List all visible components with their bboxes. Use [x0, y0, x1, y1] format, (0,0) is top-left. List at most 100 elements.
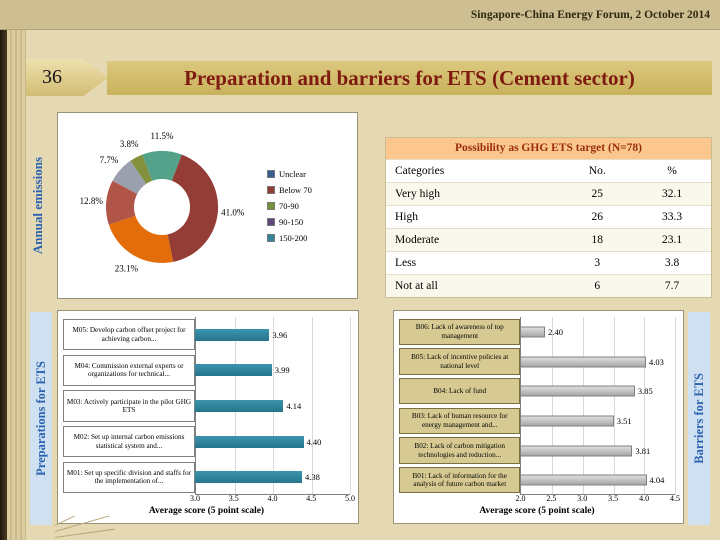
- bar: [195, 435, 304, 448]
- legend-label: 150-200: [279, 232, 308, 243]
- x-axis: 3.0 3.5 4.0 4.5 5.0: [63, 494, 355, 506]
- gridline: [552, 317, 554, 494]
- table-header-row: Categories No.%: [386, 159, 711, 182]
- bar-track: 3.81: [520, 436, 675, 466]
- bar-track: 4.40: [195, 424, 350, 460]
- table-row-cell: 6: [594, 280, 601, 292]
- preparations-strip: Preparations for ETS: [30, 312, 52, 525]
- table-row-cell: Less: [395, 257, 417, 269]
- legend-item: 90-150: [267, 217, 355, 227]
- legend-label: Unclear: [279, 168, 306, 179]
- bar-row: M01: Set up specific division and staffs…: [63, 459, 350, 495]
- table-row: Not at all 6 7.7: [386, 274, 711, 297]
- gridline: [644, 317, 646, 494]
- header-bar: Singapore-China Energy Forum, 2 October …: [0, 0, 720, 30]
- barriers-bar-chart: B06: Lack of awareness of top management…: [393, 310, 684, 524]
- table-row: Less 3 3.8: [386, 251, 711, 274]
- table-row-cell: 3.8: [664, 257, 680, 269]
- gridline: [582, 317, 584, 494]
- bar: [520, 385, 635, 397]
- donut-hole: [134, 179, 190, 235]
- emissions-donut-chart: 11.5% 41.0% 23.1% 12.8% 7.7%3.8%: [80, 131, 245, 273]
- table-header-row-cell: Categories: [395, 165, 445, 177]
- table-row-cell: 18: [591, 234, 604, 246]
- bar-row: B06: Lack of awareness of top management…: [399, 317, 675, 347]
- bar: [520, 445, 633, 457]
- gridline: [613, 317, 615, 494]
- bar-row: M04: Commission external experts or orga…: [63, 353, 350, 389]
- bar-value-label: 2.40: [548, 326, 564, 337]
- bar-category-label: B05: Lack of incentive policies at natio…: [399, 348, 521, 375]
- bar: [520, 474, 647, 486]
- x-axis-tick-label: 3.5: [608, 494, 619, 503]
- bar-value-label: 3.85: [637, 386, 653, 397]
- pie-slice-label: 41.0%: [221, 208, 245, 218]
- legend-item: Below 70: [267, 185, 355, 195]
- bar: [195, 328, 270, 341]
- bar: [520, 415, 614, 427]
- x-axis-tick-label: 4.0: [267, 494, 278, 503]
- preparations-bar-chart: M05: Develop carbon offset project for a…: [57, 310, 359, 524]
- bar-track: 2.40: [520, 317, 675, 347]
- table-row-cell: Not at all: [395, 280, 438, 292]
- table-row-cell: 32.1: [661, 188, 683, 200]
- bar-row: B01: Lack of information for the analysi…: [399, 465, 675, 495]
- gridline: [675, 317, 676, 494]
- bar-track: 3.96: [195, 317, 350, 353]
- pie-slice-label: 23.1%: [115, 263, 139, 273]
- header-text: Singapore-China Energy Forum, 2 October …: [470, 9, 710, 21]
- bar-category-label: M01: Set up specific division and staffs…: [63, 461, 196, 493]
- x-axis-tick-label: 4.5: [306, 494, 317, 503]
- pie-slice-label: 3.8%: [120, 139, 139, 149]
- legend-label: Below 70: [279, 184, 312, 195]
- x-axis-tick-label: 3.5: [228, 494, 239, 503]
- legend-swatch: [267, 201, 275, 210]
- table-row: Moderate 18 23.1: [386, 228, 711, 251]
- bar-row: B02: Lack of carbon mitigation technolog…: [399, 436, 675, 466]
- table-row: High 26 33.3: [386, 205, 711, 228]
- bar-category-label: M05: Develop carbon offset project for a…: [63, 319, 196, 351]
- bar-chart-plot: B06: Lack of awareness of top management…: [399, 317, 676, 495]
- legend-swatch: [267, 169, 275, 178]
- bar-category-label: M02: Set up internal carbon emissions st…: [63, 425, 196, 458]
- bar: [520, 326, 546, 338]
- bar-value-label: 4.03: [648, 356, 664, 367]
- table-row-cell: 3: [594, 257, 601, 269]
- x-axis-title: Average score (5 point scale): [479, 506, 595, 516]
- bar-category-label: B03: Lack of human resource for energy m…: [399, 407, 521, 434]
- emissions-donut-panel: 11.5% 41.0% 23.1% 12.8% 7.7% 3.8% Unclear Belo…: [57, 112, 358, 299]
- bar-chart-plot: M05: Develop carbon offset project for a…: [63, 317, 351, 495]
- bar-value-label: 3.81: [635, 445, 651, 456]
- page-title: Preparation and barriers for ETS (Cement…: [184, 65, 635, 90]
- book-spine-edge: [0, 0, 7, 540]
- x-axis-tick-label: 3.0: [577, 494, 588, 503]
- table-row-cell: 26: [591, 211, 604, 223]
- x-axis: 2.0 2.5 3.0 3.5 4.0 4.5: [399, 494, 680, 506]
- bar-value-label: 3.96: [272, 329, 288, 340]
- legend-swatch: [267, 217, 275, 226]
- bar-track: 3.51: [520, 406, 675, 436]
- bar-track: 4.04: [520, 465, 675, 495]
- table-title: Possibility as GHG ETS target (N=78): [386, 138, 711, 159]
- table-row-cell: 25: [591, 188, 604, 200]
- bar-row: M05: Develop carbon offset project for a…: [63, 317, 350, 353]
- bar-track: 3.99: [195, 353, 350, 389]
- pie-slice-label: 7.7%: [100, 155, 119, 165]
- bar-value-label: 4.38: [304, 472, 320, 483]
- bar-row: M02: Set up internal carbon emissions st…: [63, 424, 350, 460]
- x-axis-tick-label: 2.5: [546, 494, 557, 503]
- annual-emissions-axis-label: Annual emissions: [30, 157, 45, 255]
- bar-value-label: 4.14: [286, 400, 302, 411]
- bar-category-label: B04: Lack of fund: [399, 378, 521, 405]
- x-axis-tick-label: 4.5: [670, 494, 680, 503]
- bar: [195, 364, 272, 377]
- barriers-label: Barriers for ETS: [691, 373, 706, 464]
- bar-row: B03: Lack of human resource for energy m…: [399, 406, 675, 436]
- possibility-table: Possibility as GHG ETS target (N=78) Cat…: [385, 137, 712, 298]
- barriers-strip: Barriers for ETS: [688, 312, 710, 525]
- legend-item: 150-200: [267, 233, 355, 243]
- table-row-cell: 23.1: [661, 234, 683, 246]
- x-axis-tick-label: 2.0: [515, 494, 526, 503]
- legend-label: 70-90: [279, 200, 299, 211]
